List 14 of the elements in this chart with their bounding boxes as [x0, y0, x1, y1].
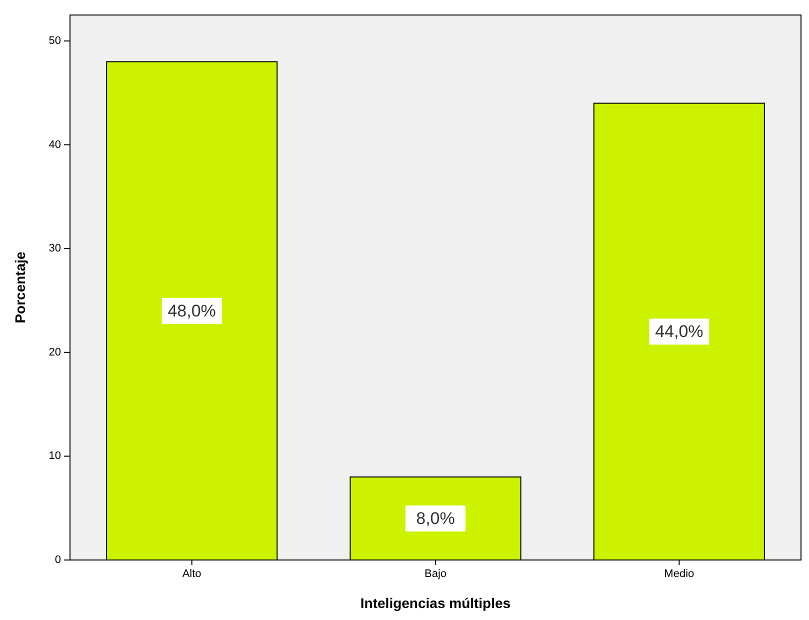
data-label: 8,0%	[416, 508, 455, 528]
y-tick-label: 50	[48, 34, 61, 47]
y-tick-label: 30	[48, 242, 61, 255]
data-label: 44,0%	[655, 322, 704, 342]
y-axis-title: Porcentaje	[12, 251, 28, 324]
y-tick-label: 20	[48, 346, 61, 358]
y-tick-label: 10	[48, 450, 61, 462]
y-tick-label: 40	[48, 138, 61, 151]
x-tick-label: Alto	[182, 568, 202, 580]
x-tick-label: Bajo	[424, 568, 447, 580]
data-label: 48,0%	[168, 301, 216, 320]
x-tick-label: Medio	[664, 568, 694, 580]
y-tick-label: 0	[54, 554, 61, 566]
x-axis-title: Inteligencias múltiples	[360, 595, 511, 611]
